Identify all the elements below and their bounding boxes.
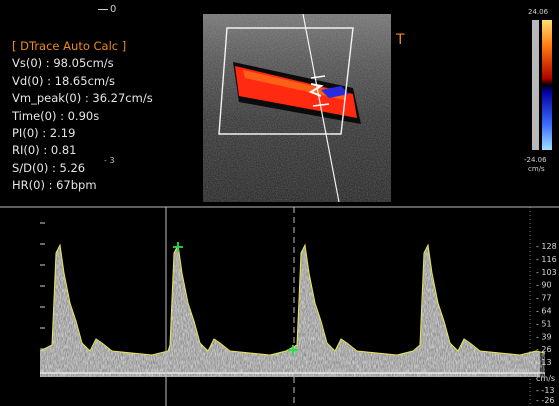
sample-gate-top bbox=[310, 75, 326, 79]
velocity-tick-label: - 116 bbox=[536, 255, 557, 264]
color-flow-blue bbox=[321, 86, 349, 98]
spectral-fill-texture bbox=[40, 245, 540, 377]
peak-systolic-marker[interactable] bbox=[173, 242, 183, 252]
velocity-unit: cm/s bbox=[536, 374, 555, 383]
left-tick-marks bbox=[40, 222, 45, 371]
color-roi-box[interactable] bbox=[218, 27, 354, 135]
sd-measurement: S/D(0) : 5.26 bbox=[12, 160, 86, 175]
velocity-tick-label: - 77 bbox=[536, 294, 552, 303]
angle-correction-marker[interactable] bbox=[308, 83, 324, 97]
color-gradient bbox=[542, 20, 552, 150]
vs-measurement: Vs(0) : 98.05cm/s bbox=[12, 56, 114, 71]
velocity-tick-label: - 90 bbox=[536, 281, 552, 290]
velocity-tick-label: - -13 bbox=[536, 386, 555, 395]
spectral-fill bbox=[40, 245, 540, 377]
dtrace-auto-calc-panel: [ DTrace Auto Calc ] Vs(0) : 98.05cm/s V… bbox=[12, 38, 197, 195]
color-doppler-image[interactable] bbox=[203, 14, 391, 202]
color-scale-unit: cm/s bbox=[528, 165, 545, 173]
velocity-tick-label: - 64 bbox=[536, 307, 552, 316]
time-measurement: Time(0) : 0.90s bbox=[12, 108, 100, 123]
pi-measurement: PI(0) : 2.19 bbox=[12, 126, 76, 141]
depth-marker-line bbox=[98, 8, 108, 10]
velocity-tick-label: - 128 bbox=[536, 242, 557, 251]
velocity-scale: - 128 - 116 - 103 - 90 - 77 - 64 - 51 - 39 - 26 -… bbox=[529, 207, 557, 406]
depth-marker: 0 bbox=[98, 4, 116, 15]
velocity-tick-label: - 39 bbox=[536, 332, 552, 341]
velocity-tick-label: - 103 bbox=[536, 268, 557, 277]
color-scale-min: -24.06 bbox=[524, 156, 547, 164]
cursor-tick-value: 3 bbox=[109, 156, 115, 165]
sample-gate-bottom bbox=[312, 103, 330, 107]
transducer-orientation-marker: T bbox=[396, 32, 405, 48]
ri-measurement: RI(0) : 0.81 bbox=[12, 143, 77, 158]
doppler-spectrum[interactable]: - 128 - 116 - 103 - 90 - 77 - 64 - 51 - 39 - 26 -… bbox=[0, 205, 559, 406]
baseline-gray-strip bbox=[532, 20, 539, 150]
auto-trace-envelope bbox=[39, 243, 546, 356]
vm-peak-measurement: Vm_peak(0) : 36.27cm/s bbox=[12, 91, 153, 106]
velocity-tick-label: - 51 bbox=[536, 319, 552, 328]
doppler-cursor-line[interactable] bbox=[302, 14, 340, 202]
velocity-tick-label: - -26 bbox=[536, 396, 555, 405]
color-scale-graphic bbox=[532, 20, 552, 150]
panel-title: [ DTrace Auto Calc ] bbox=[12, 39, 127, 53]
vd-measurement: Vd(0) : 18.65cm/s bbox=[12, 73, 115, 88]
end-diastolic-marker[interactable] bbox=[288, 345, 298, 355]
color-flow-highlight bbox=[243, 70, 345, 100]
depth-marker-value: 0 bbox=[110, 4, 117, 15]
velocity-tick-label: - 26 bbox=[536, 345, 552, 354]
color-scale-bar: 24.06 -24.06 cm/s bbox=[524, 6, 559, 176]
color-scale-max: 24.06 bbox=[528, 8, 549, 16]
hr-measurement: HR(0) : 67bpm bbox=[12, 178, 97, 193]
velocity-tick-label: - 13 bbox=[536, 358, 552, 367]
cursor-tick: - 3 bbox=[104, 156, 115, 165]
